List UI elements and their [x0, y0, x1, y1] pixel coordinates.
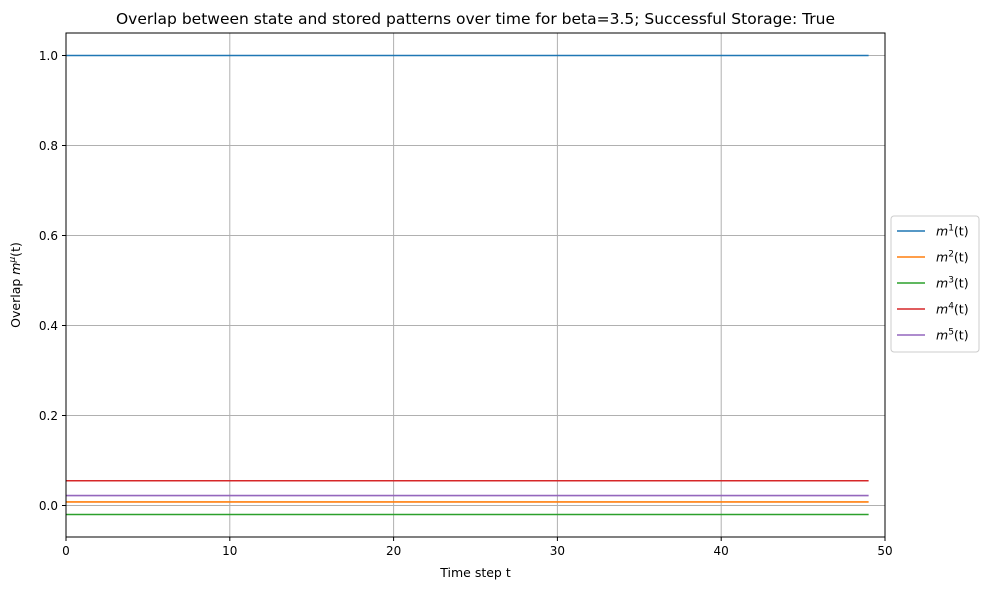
- x-tick-label: 0: [62, 544, 70, 558]
- legend: m1(t) m2(t) m3(t) m4(t) m5(t): [890, 215, 980, 353]
- legend-entry-m5: m5(t): [936, 328, 969, 343]
- y-tick-label: 1.0: [39, 49, 58, 63]
- x-tick-label: 50: [877, 544, 892, 558]
- x-tick-label: 40: [714, 544, 729, 558]
- legend-entry-m1: m1(t): [936, 224, 969, 239]
- x-axis-label: Time step t: [439, 565, 511, 580]
- x-tick-label: 20: [386, 544, 401, 558]
- legend-entry-m2: m2(t): [936, 250, 969, 265]
- x-tick-label: 30: [550, 544, 565, 558]
- legend-entry-m3: m3(t): [936, 276, 969, 291]
- legend-box: [890, 215, 980, 353]
- y-tick-label: 0.0: [39, 499, 58, 513]
- series-lines: [66, 54, 869, 516]
- x-tick-label: 10: [222, 544, 237, 558]
- x-axis: 0 10 20 30 40 50: [62, 537, 893, 558]
- chart-title: Overlap between state and stored pattern…: [116, 10, 835, 28]
- y-tick-label: 0.8: [39, 139, 58, 153]
- plot-frame: [65, 32, 886, 538]
- y-axis-label: Overlap mμ(t): [8, 242, 23, 328]
- y-tick-label: 0.4: [39, 319, 58, 333]
- legend-entry-m4: m4(t): [936, 302, 969, 317]
- y-tick-label: 0.6: [39, 229, 58, 243]
- y-axis: 0.0 0.2 0.4 0.6 0.8 1.0: [39, 49, 66, 513]
- grid: [65, 33, 886, 537]
- y-tick-label: 0.2: [39, 409, 58, 423]
